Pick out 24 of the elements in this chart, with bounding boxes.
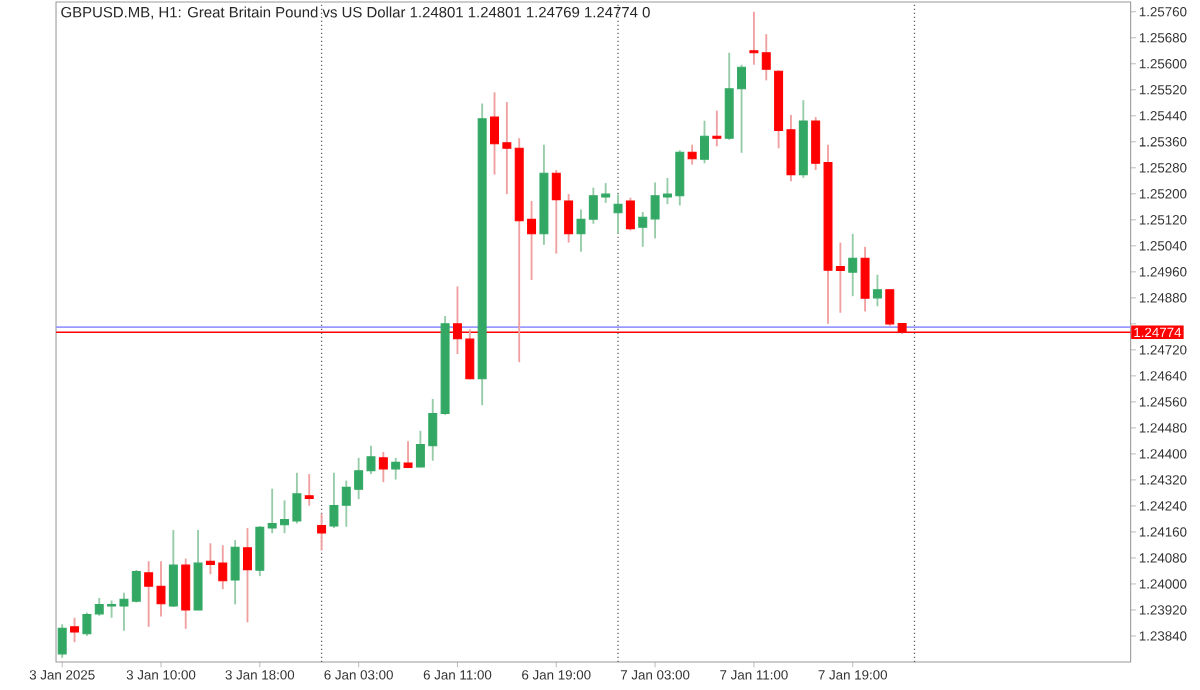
candlestick bbox=[860, 245, 870, 313]
candlestick bbox=[193, 529, 203, 612]
candlestick bbox=[230, 539, 240, 606]
candlestick bbox=[885, 288, 895, 327]
candlestick bbox=[304, 473, 314, 507]
candlestick bbox=[687, 143, 697, 166]
candlestick bbox=[403, 440, 413, 470]
candlestick bbox=[378, 451, 388, 484]
candlestick bbox=[168, 529, 178, 608]
candlestick bbox=[625, 196, 635, 232]
candlestick bbox=[848, 232, 858, 298]
candlestick bbox=[70, 616, 80, 644]
candlestick bbox=[242, 527, 252, 624]
candlestick bbox=[57, 623, 67, 659]
candlestick bbox=[317, 512, 327, 552]
candlestick bbox=[613, 193, 623, 235]
candlestick bbox=[564, 193, 574, 244]
candlestick bbox=[551, 169, 561, 255]
candlestick bbox=[255, 525, 265, 578]
candlestick bbox=[391, 456, 401, 481]
candlestick bbox=[872, 273, 882, 308]
candlestick bbox=[712, 109, 722, 148]
candlestick bbox=[700, 119, 709, 165]
candlestick bbox=[181, 557, 191, 630]
